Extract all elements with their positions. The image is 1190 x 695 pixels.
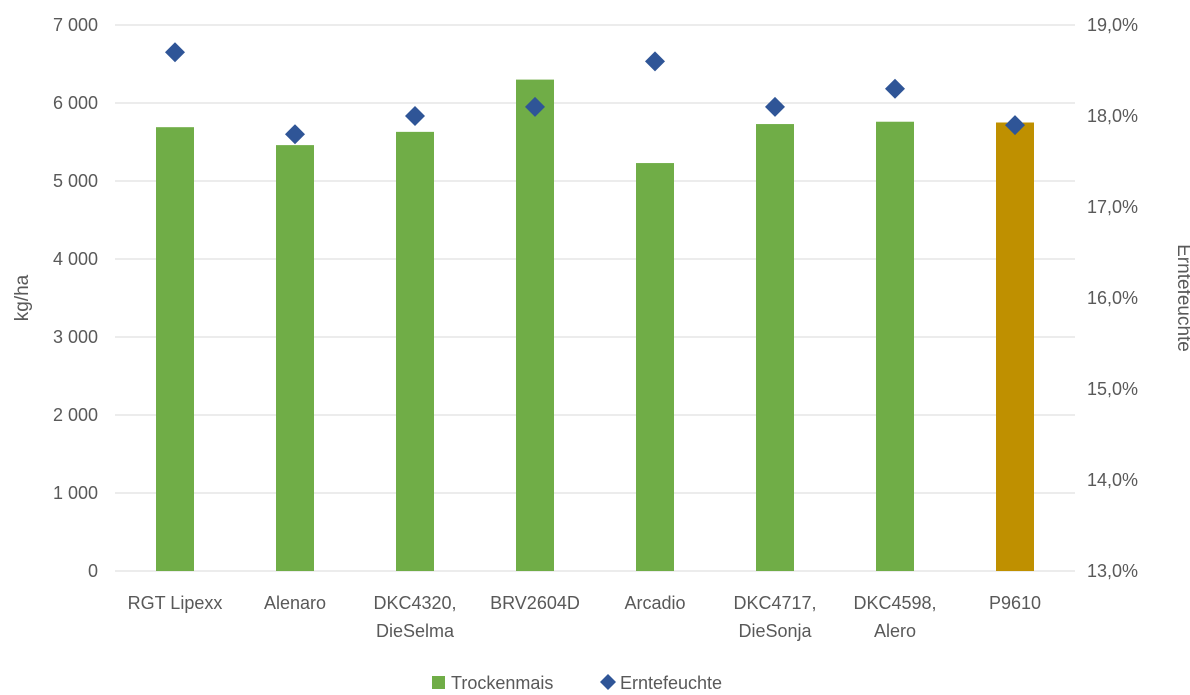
y-right-tick-label: 16,0%	[1087, 288, 1138, 308]
bar-trockenmais	[876, 121, 914, 571]
right-axis-ticks: 13,0% 14,0% 15,0% 16,0% 17,0% 18,0% 19,0%	[1087, 15, 1138, 581]
legend-label-erntefeuchte: Erntefeuchte	[620, 673, 722, 693]
y-right-tick-label: 18,0%	[1087, 106, 1138, 126]
y-left-tick-label: 0	[88, 561, 98, 581]
y-left-tick-label: 5 000	[53, 171, 98, 191]
marker-erntefeuchte	[405, 106, 425, 126]
bars	[156, 79, 1034, 572]
x-tick-label-line: DieSelma	[376, 621, 455, 641]
bar-trockenmais	[996, 122, 1034, 571]
x-tick-label-line: Arcadio	[624, 593, 685, 613]
y-right-tick-label: 17,0%	[1087, 197, 1138, 217]
y-right-tick-label: 13,0%	[1087, 561, 1138, 581]
legend-label-trockenmais: Trockenmais	[451, 673, 553, 693]
x-tick-label: Alenaro	[264, 593, 326, 613]
bar-trockenmais	[276, 145, 314, 571]
x-tick-label: DKC4320, DieSelma	[373, 593, 456, 641]
y-right-tick-label: 15,0%	[1087, 379, 1138, 399]
y-axis-left-title: kg/ha	[12, 274, 33, 321]
x-tick-label-line: DKC4717,	[733, 593, 816, 613]
legend-swatch-trockenmais	[432, 676, 445, 689]
x-tick-label-line: DKC4320,	[373, 593, 456, 613]
y-left-tick-label: 3 000	[53, 327, 98, 347]
x-tick-label-line: Alero	[874, 621, 916, 641]
x-tick-label: Arcadio	[624, 593, 685, 613]
gridlines	[115, 24, 1075, 572]
y-axis-right-title: Erntefeuchte	[1173, 244, 1190, 352]
y-left-tick-label: 2 000	[53, 405, 98, 425]
marker-erntefeuchte	[765, 96, 785, 117]
x-tick-label: BRV2604D	[490, 593, 580, 613]
x-tick-label: DKC4598, Alero	[853, 593, 936, 641]
legend-swatch-erntefeuchte	[600, 674, 616, 690]
bar-trockenmais	[636, 163, 674, 571]
bar-trockenmais	[396, 131, 434, 572]
x-tick-label-line: Alenaro	[264, 593, 326, 613]
bar-trockenmais	[156, 127, 194, 572]
marker-erntefeuchte	[525, 96, 545, 117]
y-right-tick-label: 14,0%	[1087, 470, 1138, 490]
x-tick-label-line: DKC4598,	[853, 593, 936, 613]
x-tick-label-line: P9610	[989, 593, 1041, 613]
legend: Trockenmais Erntefeuchte	[432, 673, 722, 693]
markers	[165, 42, 1025, 145]
x-tick-label: RGT Lipexx	[128, 593, 223, 613]
x-tick-label-line: RGT Lipexx	[128, 593, 223, 613]
bar-trockenmais	[756, 124, 794, 571]
left-axis-ticks: 0 1 000 2 000 3 000 4 000 5 000 6 000 7 000	[53, 15, 98, 581]
y-left-tick-label: 4 000	[53, 249, 98, 269]
marker-erntefeuchte	[285, 124, 305, 145]
y-left-tick-label: 1 000	[53, 483, 98, 503]
marker-erntefeuchte	[1005, 115, 1025, 136]
x-tick-label: P9610	[989, 593, 1041, 613]
y-right-tick-label: 19,0%	[1087, 15, 1138, 35]
x-tick-label-line: BRV2604D	[490, 593, 580, 613]
x-tick-label-line: DieSonja	[738, 621, 812, 641]
y-left-tick-label: 7 000	[53, 15, 98, 35]
x-axis-ticks: RGT Lipexx Alenaro DKC4320, DieSelma BRV2604…	[128, 593, 1041, 641]
x-tick-label: DKC4717, DieSonja	[733, 593, 816, 641]
marker-erntefeuchte	[165, 42, 185, 63]
marker-erntefeuchte	[645, 51, 665, 72]
marker-erntefeuchte	[885, 78, 905, 99]
y-left-tick-label: 6 000	[53, 93, 98, 113]
bar-trockenmais	[516, 79, 554, 571]
